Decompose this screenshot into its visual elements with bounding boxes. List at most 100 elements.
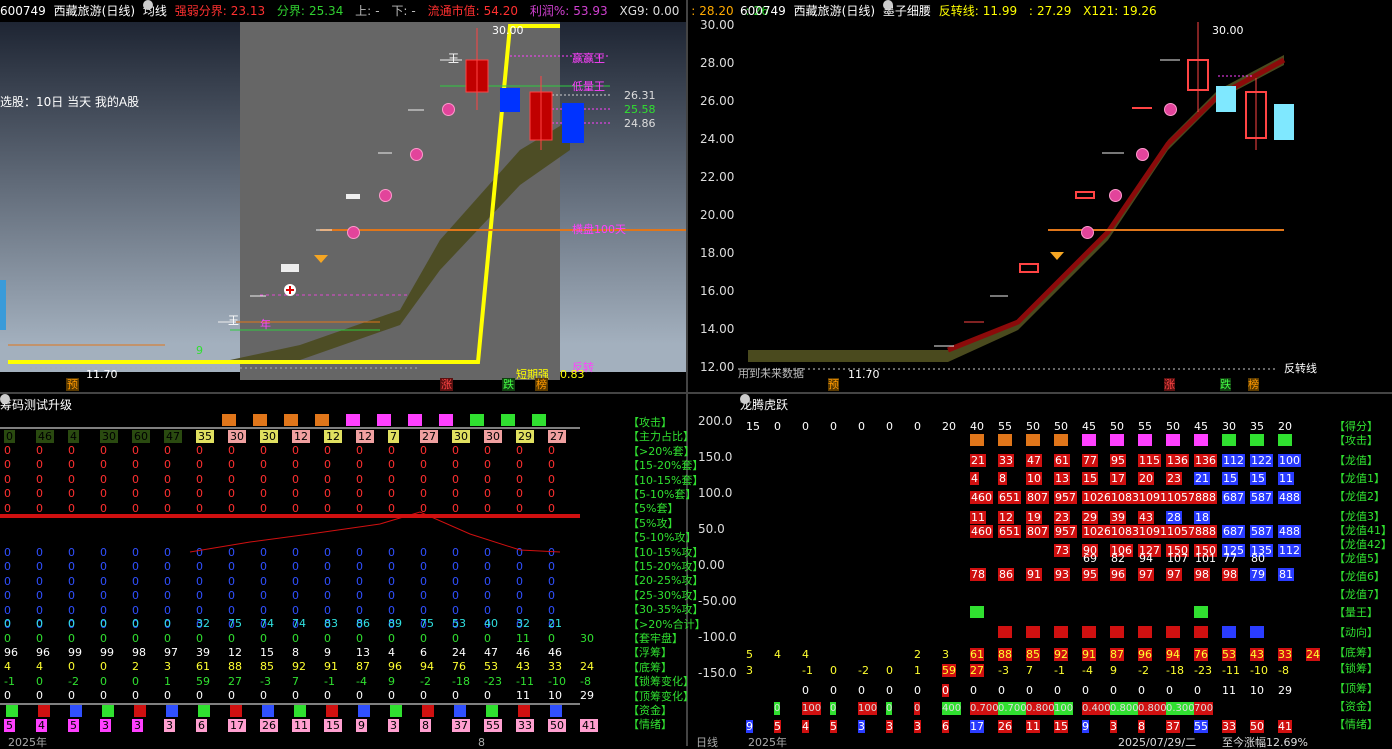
dragon-value: 0 [1194, 684, 1201, 697]
chip-value: 0 [132, 675, 139, 688]
chip-value: 0 [68, 660, 75, 673]
dragon-value: -1 [1054, 664, 1065, 677]
gear-icon[interactable] [740, 394, 750, 404]
chip-value: 30 [100, 430, 118, 443]
chip-value: 5 [68, 719, 79, 732]
score-value: 50 [1110, 420, 1124, 433]
chip-value: 0 [324, 574, 331, 588]
tag-die: 跌 [502, 378, 515, 391]
dragon-value: 94 [1139, 552, 1153, 565]
dragon-value: 92 [1054, 648, 1068, 661]
chip-value: 0 [36, 458, 43, 472]
panel-title[interactable]: 龙腾虎跃 [740, 398, 789, 412]
indicator-name[interactable]: 墨子细腰 [882, 4, 931, 18]
chip-value: 21 [548, 617, 562, 630]
dragon-value: 96 [1138, 648, 1152, 661]
chip-value: 61 [196, 660, 210, 673]
dragon-value: 73 [1054, 544, 1070, 557]
row-label: 【资金】 [628, 704, 672, 717]
dragon-value: 1026 [1082, 491, 1112, 504]
mood-value: 41 [1278, 720, 1292, 733]
chip-value: 0 [356, 603, 363, 617]
chip-value: 43 [516, 660, 530, 673]
chip-value: 0 [164, 458, 171, 472]
chip-value: 39 [196, 646, 210, 659]
fund-value: 100 [858, 702, 878, 715]
gear-icon[interactable] [0, 394, 10, 404]
score-value: 35 [1250, 420, 1264, 433]
horizontal-divider[interactable] [0, 392, 1392, 394]
dragon-value: 5 [746, 648, 753, 661]
chip-value: 0 [420, 689, 427, 702]
chip-value: 89 [388, 617, 402, 630]
chip-value: 59 [196, 675, 210, 688]
chip-value: 0 [100, 675, 107, 688]
mood-value: 11 [1026, 720, 1040, 733]
dragon-value: 61 [970, 648, 984, 661]
gear-icon[interactable] [142, 0, 153, 10]
fund-value: 100 [802, 702, 822, 715]
dragon-value: 0 [1082, 684, 1089, 697]
chip-value: 0 [68, 632, 75, 645]
num-9: 9 [196, 344, 203, 357]
chip-value: 0 [292, 574, 299, 588]
chip-value: 0 [4, 560, 11, 574]
chip-value: 0 [4, 618, 11, 631]
chip-value: 9 [356, 719, 367, 732]
chip-value: 30 [484, 430, 502, 443]
dragon-value: 28 [1166, 511, 1182, 524]
header-param: 流通市值: 54.20 [427, 4, 518, 18]
dragon-panel[interactable]: 龙腾虎跃 200.0 150.0 100.0 50.0 0.00 -50.00 -100.0… [688, 394, 1392, 749]
signal-dot [1109, 189, 1122, 202]
chip-value: 0 [36, 472, 43, 486]
chip-value: 11 [516, 689, 530, 702]
chip-value: 0 [356, 501, 363, 515]
chip-value: 0 [420, 444, 427, 457]
label-30: 30.00 [1212, 24, 1244, 37]
dragon-value: 86 [998, 568, 1014, 581]
y-axis-tick: 26.00 [700, 94, 735, 108]
mood-value: 55 [1194, 720, 1208, 733]
dragon-value: -2 [858, 664, 869, 677]
chip-value: 0 [164, 472, 171, 486]
dragon-value: 1091 [1138, 491, 1168, 504]
chip-value: 0 [196, 603, 203, 617]
left-main-chart[interactable]: 选股：10日 当天 我的A股 30.00 赢赢王 低量王 横盘100天 反转 2… [0, 0, 686, 392]
chip-test-panel[interactable]: 筹码测试升级 0 46 4 30 60 47 35 30 30 12 12 12 7 27 30 30 29 27… [0, 394, 706, 749]
chip-value: 0 [196, 574, 203, 588]
dragon-value: 0 [886, 684, 893, 697]
chip-value: 0 [164, 689, 171, 702]
row-label: 【5-10%套】 [628, 488, 697, 501]
attack-cell [439, 414, 453, 426]
panel-title[interactable]: 筹码测试升级 [0, 398, 73, 412]
chip-value: 0 [420, 618, 427, 631]
chip-value: 0 [36, 689, 43, 702]
chip-value: 0 [132, 617, 139, 630]
chip-value: 0 [388, 603, 395, 617]
fund-cell [102, 705, 114, 717]
chip-value: 0 [516, 501, 523, 515]
chip-value: 32 [196, 617, 210, 630]
chip-value: 30 [580, 632, 594, 645]
chip-value: -11 [516, 675, 534, 688]
tag-bang: 榜 [1248, 378, 1259, 391]
chip-value: 0 [452, 574, 459, 588]
chip-value: 0 [324, 618, 331, 631]
left-chart-header: 600749 西藏旅游(日线) 均线 强弱分界: 23.13 分界: 25.34 上… [0, 0, 769, 22]
vertical-divider[interactable] [686, 0, 688, 746]
fund-cell [390, 705, 402, 717]
attack-cell [1026, 434, 1040, 446]
mood-value: 8 [1138, 720, 1145, 733]
dragon-value: 0 [802, 684, 809, 697]
y-axis-tick: 150.0 [698, 450, 733, 464]
gear-icon[interactable] [882, 0, 893, 10]
y-axis-tick: 16.00 [700, 284, 735, 298]
row-label: 【底筹】 [1334, 646, 1378, 659]
date-label: 2025/07/29/二 [1118, 736, 1197, 749]
dragon-value: 43 [1138, 511, 1154, 524]
row-label: 【龙值3】 [1334, 510, 1385, 523]
dragon-value: 101 [1195, 552, 1216, 565]
chip-value: 0 [4, 574, 11, 588]
chip-value: 0 [132, 689, 139, 702]
right-main-chart[interactable]: 600749 西藏旅游(日线) 墨子细腰 反转线: 11.99 :27.29 X1… [688, 0, 1392, 392]
